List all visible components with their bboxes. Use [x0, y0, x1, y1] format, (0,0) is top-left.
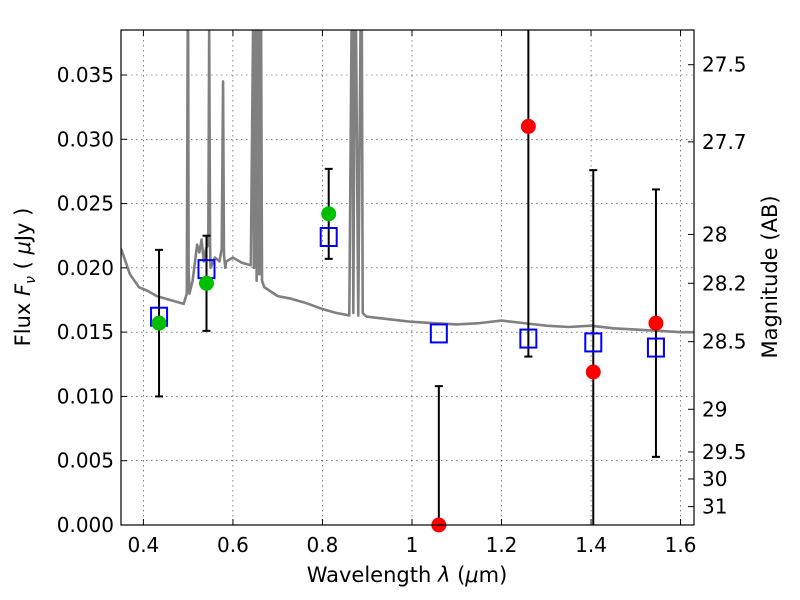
x-tick-label: 0.4 — [127, 533, 159, 557]
green-data-point — [199, 275, 215, 291]
x-tick-label: 1.6 — [665, 533, 697, 557]
magnitude-tick-label: 31 — [702, 495, 727, 519]
model-band-square — [584, 332, 603, 353]
magnitude-tick-label: 27.5 — [702, 53, 747, 77]
magnitude-tick-label: 28.2 — [702, 271, 747, 295]
plot-frame — [120, 29, 695, 526]
y-tick-label: 0.005 — [57, 449, 114, 473]
model-spectrum-line — [121, 30, 694, 334]
data-markers — [150, 30, 665, 533]
green-data-point — [321, 206, 337, 222]
y-tick-label: 0.035 — [57, 63, 114, 87]
model-band-square — [646, 337, 665, 358]
red-data-point — [520, 118, 536, 134]
magnitude-tick-label: 27.7 — [702, 130, 747, 154]
magnitude-tick-label: 29.5 — [702, 440, 747, 464]
model-band-square — [429, 323, 448, 344]
model-band-square — [519, 328, 538, 349]
y-tick-label: 0.015 — [57, 320, 114, 344]
x-axis-title: Wavelength λ (μm) — [307, 563, 508, 587]
x-tick-label: 0.8 — [307, 533, 339, 557]
y-tick-label: 0.025 — [57, 192, 114, 216]
magnitude-tick-label: 28 — [702, 222, 727, 246]
grid-lines — [121, 30, 694, 526]
y-tick-label: 0.030 — [57, 127, 114, 151]
plot-area — [121, 30, 694, 334]
y-tick-label: 0.020 — [57, 256, 114, 280]
x-tick-label: 1.2 — [486, 533, 518, 557]
y-axis-title: Flux Fν ( μJy ) — [11, 208, 39, 347]
model-band-square — [319, 227, 338, 247]
red-data-point — [648, 315, 664, 331]
x-tick-label: 1 — [406, 533, 419, 557]
magnitude-tick-label: 28.5 — [702, 330, 747, 354]
axis-ticks: 0.4 0.6 0.8 1 1.2 1.4 1.6 0.000 0.005 0.010 0.015 0… — [57, 30, 747, 557]
red-data-point — [585, 364, 601, 380]
x-tick-label: 1.4 — [575, 533, 607, 557]
magnitude-tick-label: 29 — [702, 397, 727, 421]
magnitude-tick-label: 30 — [702, 467, 727, 491]
y-tick-label: 0.010 — [57, 384, 114, 408]
y-tick-label: 0.000 — [57, 513, 114, 537]
x-tick-label: 0.6 — [217, 533, 249, 557]
green-data-point — [151, 315, 167, 331]
y2-axis-title: Magnitude (AB) — [758, 195, 782, 358]
